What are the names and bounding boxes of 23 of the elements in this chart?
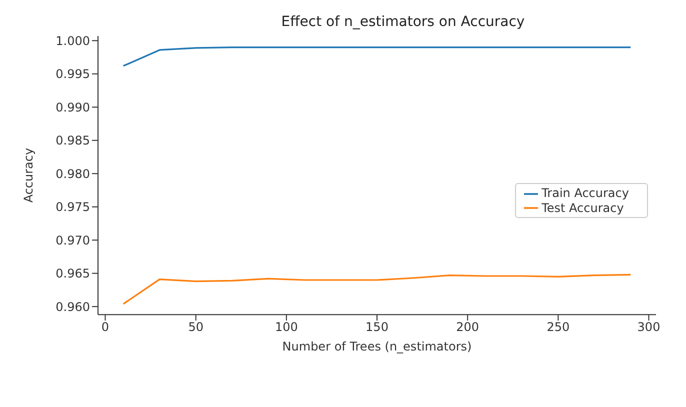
x-tick-label: 0 bbox=[101, 320, 110, 334]
y-axis-title: Accuracy bbox=[21, 148, 36, 203]
y-tick-label: 0.980 bbox=[56, 166, 90, 181]
x-tick-label: 300 bbox=[637, 320, 660, 334]
line-series bbox=[122, 46, 632, 67]
y-tick-label: 0.965 bbox=[56, 266, 90, 281]
x-tick-label: 100 bbox=[274, 320, 298, 334]
x-tick-label: 50 bbox=[188, 320, 204, 334]
y-tick-label: 0.995 bbox=[56, 67, 90, 82]
y-tick-label: 1.000 bbox=[56, 34, 90, 48]
x-axis-title: Number of Trees (n_estimators) bbox=[282, 340, 472, 354]
x-tick-label: 200 bbox=[456, 320, 480, 334]
legend-label: Train Accuracy bbox=[542, 186, 629, 200]
line-series bbox=[122, 274, 632, 305]
x-tick-label: 150 bbox=[366, 320, 388, 334]
x-tick-label: 250 bbox=[546, 320, 570, 334]
y-tick-label: 0.985 bbox=[56, 134, 90, 148]
y-tick-label: 0.970 bbox=[56, 233, 90, 248]
legend-label: Test Accuracy bbox=[542, 200, 624, 215]
y-tick-label: 0.990 bbox=[56, 100, 90, 114]
y-tick-label: 0.975 bbox=[56, 200, 90, 214]
chart-title: Effect of n_estimators on Accuracy bbox=[280, 14, 526, 30]
y-tick-label: 0.960 bbox=[56, 300, 90, 314]
